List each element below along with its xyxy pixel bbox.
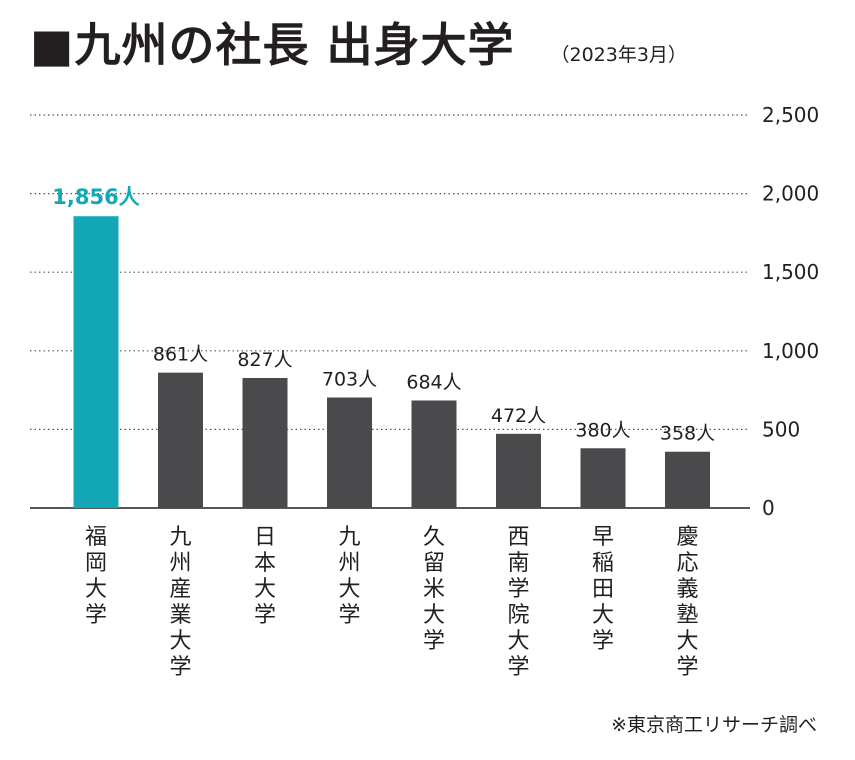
chart-title: ■九州の社長 出身大学 xyxy=(30,18,515,72)
y-tick-label: 2,000 xyxy=(762,182,819,206)
y-tick-label: 2,500 xyxy=(762,103,819,127)
bar-highlighted xyxy=(73,216,119,508)
x-tick-label: 日本大学 xyxy=(254,525,276,628)
bar xyxy=(242,377,288,508)
bar xyxy=(665,451,710,508)
data-label: 684人 xyxy=(406,371,461,393)
data-label: 861人 xyxy=(153,344,208,366)
x-tick-label: 九州大学 xyxy=(338,525,360,628)
chart-date-note: （2023年3月） xyxy=(550,44,687,66)
data-label: 472人 xyxy=(491,405,546,427)
data-label: 703人 xyxy=(322,368,377,390)
chart-header: ■九州の社長 出身大学 （2023年3月） xyxy=(30,22,687,68)
data-label: 380人 xyxy=(575,419,630,441)
source-note: ※東京商工リサーチ調べ xyxy=(611,714,817,736)
bar xyxy=(327,397,372,508)
x-tick-label: 早稲田大学 xyxy=(592,525,614,654)
x-tick-label: 九州産業大学 xyxy=(169,525,191,680)
bar xyxy=(580,448,626,508)
bar xyxy=(496,433,541,508)
data-label: 1,856人 xyxy=(52,185,139,209)
y-tick-label: 500 xyxy=(762,417,800,441)
bar xyxy=(158,372,203,508)
x-tick-label: 慶応義塾大学 xyxy=(676,525,698,680)
x-tick-label: 久留米大学 xyxy=(423,525,445,654)
x-tick-label: 福岡大学 xyxy=(85,525,107,628)
x-tick-label: 西南学院大学 xyxy=(507,525,529,680)
data-label: 358人 xyxy=(660,423,715,445)
y-tick-label: 0 xyxy=(762,496,775,520)
data-label: 827人 xyxy=(237,349,292,371)
y-tick-label: 1,000 xyxy=(762,339,819,363)
bar xyxy=(411,400,457,508)
y-tick-label: 1,500 xyxy=(762,260,819,284)
